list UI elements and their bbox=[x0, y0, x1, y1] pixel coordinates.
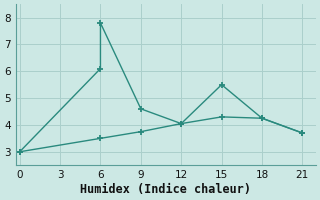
X-axis label: Humidex (Indice chaleur): Humidex (Indice chaleur) bbox=[80, 183, 251, 196]
